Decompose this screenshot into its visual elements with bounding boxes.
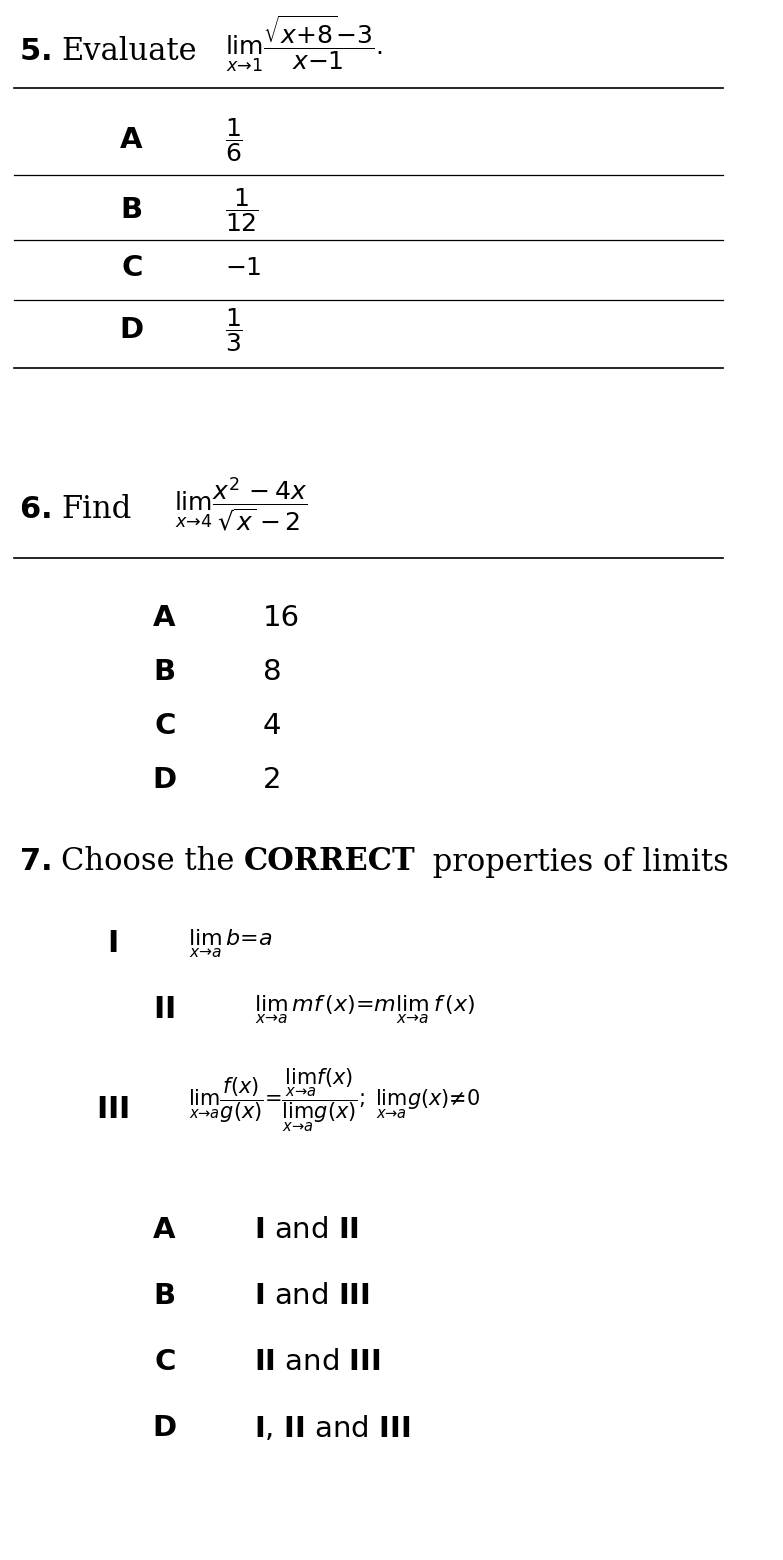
Text: 8: 8 (263, 658, 282, 686)
Text: 4: 4 (263, 711, 281, 739)
Text: $\mathbf{II}$: $\mathbf{II}$ (153, 995, 175, 1025)
Text: $-1$: $-1$ (226, 256, 262, 279)
Text: CORRECT: CORRECT (244, 847, 416, 877)
Text: $\mathbf{A}$: $\mathbf{A}$ (119, 126, 143, 154)
Text: 16: 16 (263, 604, 300, 632)
Text: properties of limits: properties of limits (423, 847, 728, 877)
Text: $\mathbf{7.}$: $\mathbf{7.}$ (19, 847, 50, 877)
Text: $\mathbf{5.}$: $\mathbf{5.}$ (19, 37, 50, 67)
Text: $\lim_{x\to a}\dfrac{f(x)}{g(x)} = \dfrac{\lim_{x\to a}f(x)}{\lim_{x\to a}g(x)};: $\lim_{x\to a}\dfrac{f(x)}{g(x)} = \dfra… (188, 1067, 480, 1134)
Text: $\lim_{x\to a}\, mf\,(x) = m\lim_{x\to a}\, f\,(x)$: $\lim_{x\to a}\, mf\,(x) = m\lim_{x\to a… (254, 994, 474, 1026)
Text: $\mathbf{D}$: $\mathbf{D}$ (152, 1413, 177, 1441)
Text: $\lim_{x\to a}\, b = a$: $\lim_{x\to a}\, b = a$ (188, 928, 272, 961)
Text: $\dfrac{1}{6}$: $\dfrac{1}{6}$ (226, 115, 244, 164)
Text: $\mathbf{II}$ and $\mathbf{III}$: $\mathbf{II}$ and $\mathbf{III}$ (254, 1348, 381, 1376)
Text: $\mathbf{I}$ and $\mathbf{III}$: $\mathbf{I}$ and $\mathbf{III}$ (254, 1282, 370, 1310)
Text: 2: 2 (263, 766, 281, 794)
Text: $\mathbf{B}$: $\mathbf{B}$ (153, 658, 175, 686)
Text: $\lim_{x\to 4}\dfrac{x^2-4x}{\sqrt{x}-2}$: $\lim_{x\to 4}\dfrac{x^2-4x}{\sqrt{x}-2}… (174, 476, 308, 534)
Text: $\mathbf{A}$: $\mathbf{A}$ (152, 1215, 176, 1243)
Text: Find: Find (61, 495, 132, 526)
Text: $\mathbf{I}$: $\mathbf{I}$ (107, 930, 118, 958)
Text: $\mathbf{C}$: $\mathbf{C}$ (153, 711, 175, 739)
Text: $\mathbf{I}$ and $\mathbf{II}$: $\mathbf{I}$ and $\mathbf{II}$ (254, 1215, 359, 1243)
Text: $\mathbf{D}$: $\mathbf{D}$ (119, 317, 144, 345)
Text: $\mathbf{6.}$: $\mathbf{6.}$ (19, 496, 50, 524)
Text: $\mathbf{D}$: $\mathbf{D}$ (152, 766, 177, 794)
Text: Choose the: Choose the (61, 847, 244, 877)
Text: Evaluate: Evaluate (61, 36, 197, 67)
Text: $\mathbf{I}$, $\mathbf{II}$ and $\mathbf{III}$: $\mathbf{I}$, $\mathbf{II}$ and $\mathbf… (254, 1413, 410, 1443)
Text: $\lim_{x\to 1}\dfrac{\sqrt{x+8}-3}{x-1}.$: $\lim_{x\to 1}\dfrac{\sqrt{x+8}-3}{x-1}.… (226, 14, 383, 75)
Text: $\mathbf{C}$: $\mathbf{C}$ (121, 254, 143, 282)
Text: $\dfrac{1}{3}$: $\dfrac{1}{3}$ (226, 306, 244, 354)
Text: $\mathbf{C}$: $\mathbf{C}$ (153, 1348, 175, 1376)
Text: $\mathbf{B}$: $\mathbf{B}$ (153, 1282, 175, 1310)
Text: $\dfrac{1}{12}$: $\dfrac{1}{12}$ (226, 186, 259, 234)
Text: $\mathbf{III}$: $\mathbf{III}$ (96, 1095, 129, 1125)
Text: $\mathbf{A}$: $\mathbf{A}$ (152, 604, 176, 632)
Text: $\mathbf{B}$: $\mathbf{B}$ (121, 197, 143, 225)
